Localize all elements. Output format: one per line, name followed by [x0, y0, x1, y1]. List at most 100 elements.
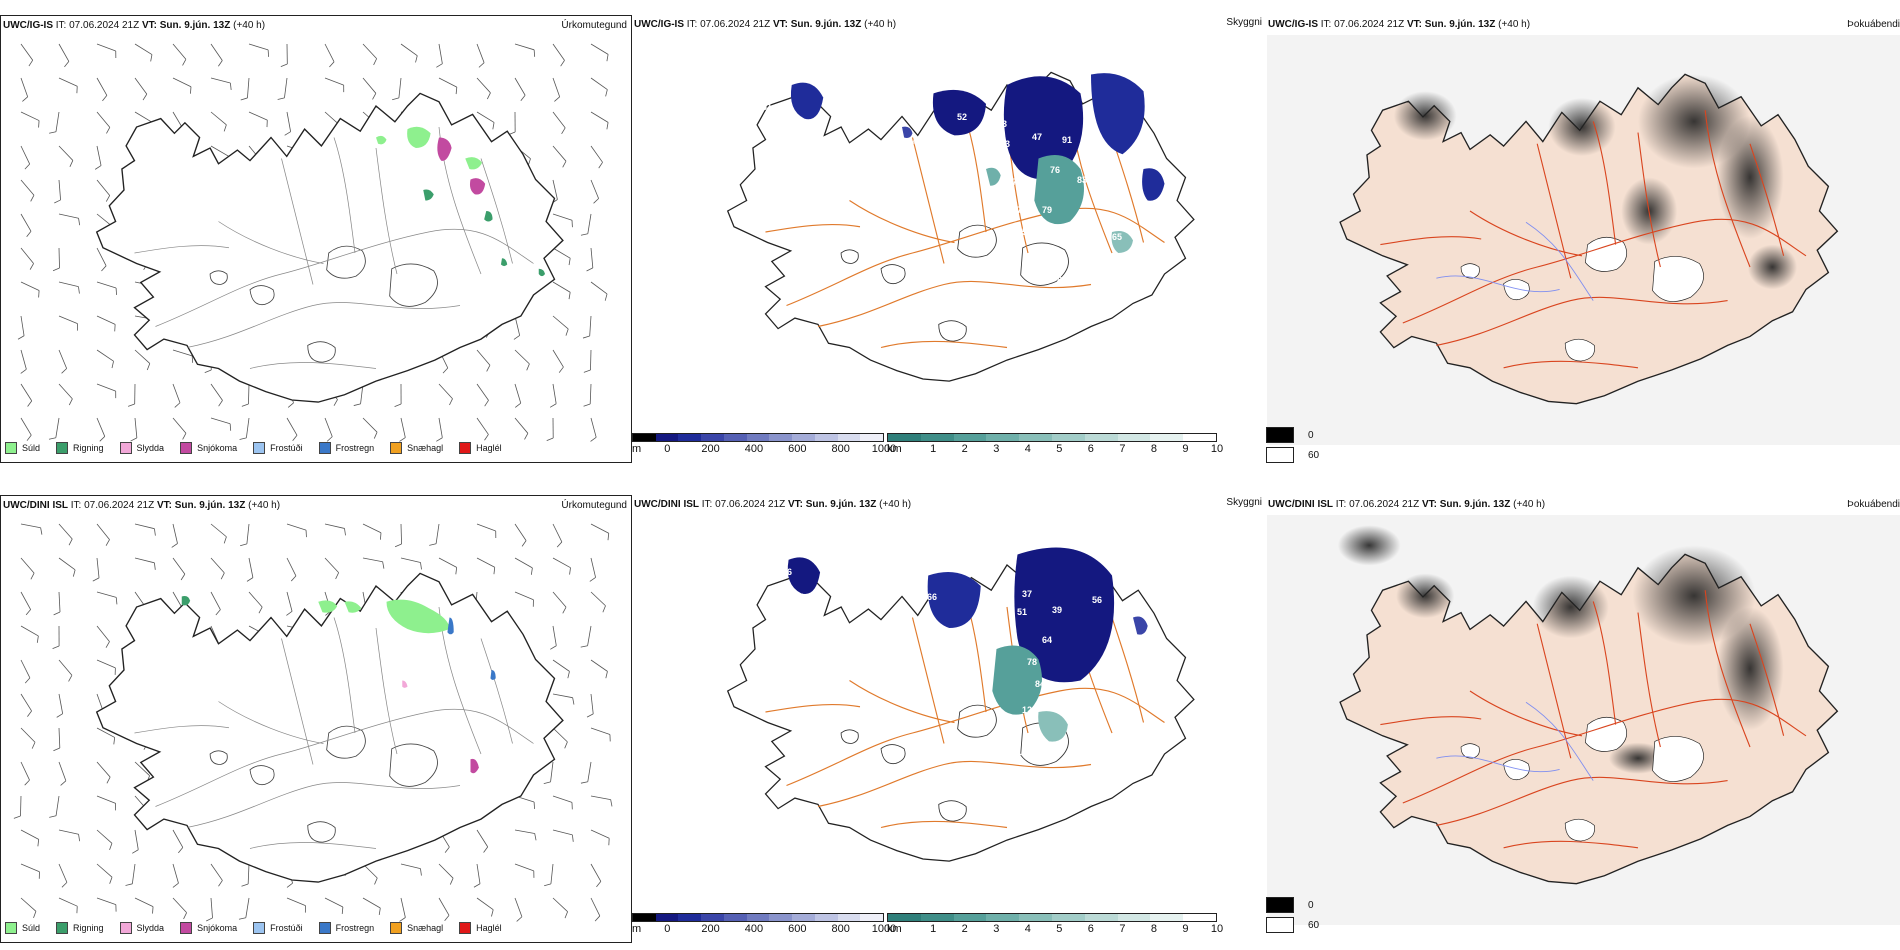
wind-barb: [552, 591, 567, 608]
wind-barb: [324, 43, 335, 63]
legend-label: Frostúði: [270, 443, 303, 453]
wind-barb: [286, 591, 293, 612]
wind-barb-feather: [572, 697, 575, 705]
wind-barb-feather: [127, 403, 135, 407]
wind-barb-feather: [399, 437, 406, 442]
wind-barb-feather: [420, 562, 422, 570]
wind-barb: [248, 43, 269, 51]
wind-barb-feather: [564, 741, 568, 749]
wind-barb: [20, 863, 40, 873]
wind-barb-feather: [109, 877, 113, 884]
legend-swatch: [56, 922, 69, 934]
fog-index-key: 0 60: [1266, 423, 1319, 465]
wind-barb-feather: [394, 543, 402, 548]
wind-barb: [552, 43, 565, 61]
wind-barb: [550, 863, 554, 884]
colorbar-bin: [1117, 914, 1151, 921]
colorbar-tick: 0: [664, 923, 671, 935]
wind-barb-feather: [72, 569, 76, 577]
wind-barb-feather: [152, 906, 154, 914]
wind-barb: [210, 111, 227, 126]
wind-barb-feather: [558, 366, 564, 373]
visibility-value-label: 125: [1012, 227, 1027, 237]
wind-barb-feather: [569, 567, 571, 575]
wind-barb-feather: [109, 843, 113, 850]
visibility-value-label: 79: [1012, 177, 1022, 187]
wind-barb-feather: [598, 162, 603, 169]
wind-barb: [476, 417, 489, 435]
wind-barb-feather: [28, 59, 34, 67]
wind-barb: [172, 829, 184, 848]
wind-barb: [134, 557, 155, 564]
wind-barb-feather: [171, 543, 178, 548]
colorbar-bin: [888, 914, 921, 921]
wind-barb-feather: [238, 917, 246, 920]
wind-barb-feather: [590, 436, 597, 442]
wind-barb: [590, 179, 599, 199]
wind-barb: [20, 43, 34, 61]
wind-barb-feather: [69, 160, 74, 167]
wind-barb: [324, 557, 339, 573]
wind-barb: [590, 111, 609, 123]
wind-barb-feather: [583, 403, 591, 407]
wind-barb-feather: [37, 839, 40, 847]
wind-barb-feather: [33, 911, 37, 918]
wind-barb-feather: [586, 713, 594, 718]
wind-barb: [590, 727, 611, 735]
wind-barb-feather: [526, 363, 530, 371]
colorbar-bin: [723, 434, 747, 441]
wind-barb-feather: [373, 432, 378, 439]
wind-barb-feather: [565, 328, 569, 336]
wind-barb-feather: [220, 572, 225, 580]
wind-barb-feather: [492, 122, 495, 130]
wind-barb: [58, 897, 78, 907]
fog-key-row: 60: [1266, 917, 1319, 933]
wind-barb: [552, 523, 563, 543]
wind-barb: [514, 383, 522, 404]
wind-barb-feather: [190, 86, 192, 94]
legend-swatch: [180, 442, 193, 454]
visibility-value-label: 10: [770, 122, 780, 132]
colorbar-unit: km: [887, 443, 902, 455]
wind-barb: [590, 693, 594, 714]
wind-barb: [590, 145, 603, 163]
wind-barb: [552, 829, 573, 836]
wind-barb: [400, 557, 421, 563]
legend-label: Rigning: [73, 443, 104, 453]
wind-barb: [210, 43, 223, 61]
legend-item: Frostregn: [318, 922, 374, 934]
wind-barb: [96, 795, 116, 804]
wind-barb-feather: [64, 61, 70, 68]
wind-barb-feather: [113, 737, 116, 745]
wind-barb-feather: [49, 131, 57, 134]
wind-barb-feather: [105, 195, 111, 202]
colorbar-bin: [1183, 914, 1216, 921]
wind-barb-feather: [24, 779, 30, 786]
visibility-value-label: 26: [1012, 752, 1022, 762]
precip-type-legend: Súld Rigning Slydda Snjókoma Frostúði Frostre…: [5, 922, 502, 934]
wind-barb-feather: [68, 398, 73, 406]
wind-barb-feather: [382, 561, 385, 569]
colorbar-bin: [888, 434, 921, 441]
wind-barb-feather: [586, 267, 594, 272]
wind-barb-feather: [61, 368, 67, 374]
wind-barb-feather: [606, 54, 609, 62]
wind-barb: [552, 145, 567, 162]
wind-barb-feather: [101, 265, 107, 272]
wind-barb-feather: [486, 365, 491, 372]
wind-barb-feather: [520, 94, 526, 101]
visibility-value-label: 12: [1057, 227, 1067, 237]
colorbar-bin: [814, 434, 838, 441]
wind-barb: [590, 659, 608, 672]
colorbar-bin: [1150, 434, 1184, 441]
visibility-value-label: 61: [762, 102, 772, 112]
wind-barb: [435, 523, 440, 544]
wind-barb: [20, 213, 32, 232]
wind-barb: [58, 557, 76, 571]
wind-barb: [362, 523, 382, 534]
legend-label: Rigning: [73, 923, 104, 933]
fog-key-swatch: [1266, 917, 1294, 933]
wind-barb: [400, 863, 421, 869]
colorbar-bin: [1084, 434, 1118, 441]
wind-barb-feather: [52, 645, 60, 649]
